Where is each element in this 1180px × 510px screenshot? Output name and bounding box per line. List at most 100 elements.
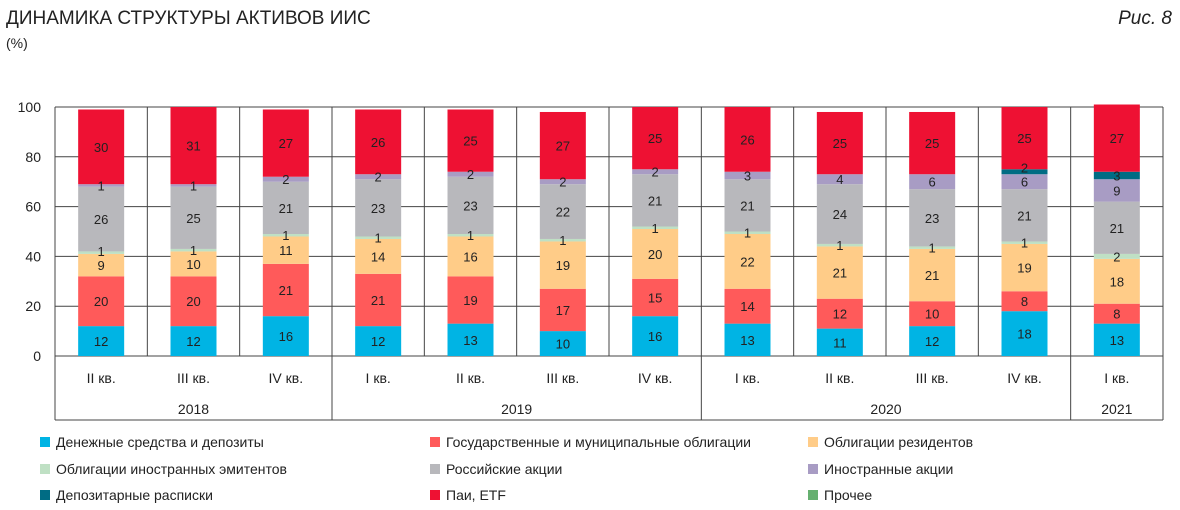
bar-segment bbox=[724, 107, 771, 172]
data-label: 16 bbox=[463, 249, 477, 264]
bar-segment bbox=[1093, 323, 1140, 356]
bar-segment bbox=[724, 288, 771, 324]
legend-item: Государственные и муниципальные облигаци… bbox=[430, 434, 751, 450]
legend-label: Иностранные акции bbox=[824, 460, 954, 477]
bar-segment bbox=[1001, 311, 1048, 356]
year-label: 2020 bbox=[870, 401, 901, 417]
legend-label: Государственные и муниципальные облигаци… bbox=[446, 434, 751, 450]
legend-item: Паи, ETF bbox=[430, 487, 506, 503]
data-label: 1 bbox=[652, 221, 659, 236]
bar-segment bbox=[447, 233, 494, 237]
bar-segment bbox=[1093, 104, 1140, 172]
bar-segment bbox=[632, 174, 679, 227]
data-label: 1 bbox=[929, 241, 936, 256]
data-label: 8 bbox=[1021, 294, 1028, 309]
bar-segment bbox=[355, 326, 402, 356]
bar-segment bbox=[170, 186, 217, 249]
data-label: 21 bbox=[279, 201, 293, 216]
year-label: 2019 bbox=[501, 401, 532, 417]
bar-segment bbox=[632, 316, 679, 356]
bar-segment bbox=[1093, 201, 1140, 254]
data-label: 21 bbox=[1110, 221, 1124, 236]
bar-segment bbox=[78, 251, 125, 254]
data-label: 1 bbox=[190, 243, 197, 258]
bar-segment bbox=[447, 176, 494, 234]
data-label: 12 bbox=[925, 334, 939, 349]
bar-segment bbox=[447, 171, 494, 177]
data-label: 13 bbox=[463, 333, 477, 348]
data-label: 25 bbox=[463, 134, 477, 149]
data-label: 10 bbox=[186, 257, 200, 272]
data-label: 1 bbox=[744, 226, 751, 241]
y-tick-label: 60 bbox=[25, 199, 41, 215]
data-label: 14 bbox=[740, 299, 754, 314]
bar-segment bbox=[170, 184, 217, 187]
legend-label: Облигации иностранных эмитентов bbox=[56, 460, 287, 477]
bar-segment bbox=[816, 174, 863, 185]
data-label: 18 bbox=[1017, 327, 1031, 342]
data-label: 3 bbox=[1113, 168, 1120, 183]
data-label: 24 bbox=[833, 207, 847, 222]
data-label: 20 bbox=[94, 294, 108, 309]
data-label: 21 bbox=[833, 266, 847, 281]
x-tick-label: IV кв. bbox=[638, 370, 673, 386]
data-label: 2 bbox=[467, 167, 474, 182]
bar-segment bbox=[539, 111, 586, 180]
y-tick-label: 40 bbox=[25, 248, 41, 264]
y-tick-label: 100 bbox=[18, 99, 42, 115]
x-tick-label: III кв. bbox=[916, 370, 949, 386]
data-label: 21 bbox=[371, 293, 385, 308]
year-label: 2021 bbox=[1101, 401, 1132, 417]
data-label: 26 bbox=[94, 212, 108, 227]
bar-segment bbox=[1001, 169, 1048, 175]
data-label: 27 bbox=[556, 139, 570, 154]
data-label: 23 bbox=[925, 211, 939, 226]
data-label: 12 bbox=[94, 334, 108, 349]
bar-segment bbox=[539, 184, 586, 239]
x-tick-label: III кв. bbox=[177, 370, 210, 386]
bar-segment bbox=[1093, 303, 1140, 324]
bar-segment bbox=[909, 246, 956, 249]
y-axis-unit: (%) bbox=[6, 35, 28, 51]
bar-segment bbox=[632, 226, 679, 230]
bar-segment bbox=[909, 301, 956, 327]
data-label: 2 bbox=[1021, 161, 1028, 176]
data-label: 2 bbox=[1113, 249, 1120, 264]
data-label: 21 bbox=[279, 283, 293, 298]
bar-segment bbox=[539, 288, 586, 332]
legend-label: Паи, ETF bbox=[446, 487, 506, 503]
bar-segment bbox=[447, 236, 494, 277]
bar-segment bbox=[1001, 189, 1048, 242]
legend-item: Облигации резидентов bbox=[808, 434, 973, 450]
legend-swatch bbox=[430, 463, 440, 474]
bar-segment bbox=[724, 323, 771, 356]
bar-segment bbox=[724, 233, 771, 289]
legend-item: Российские акции bbox=[430, 461, 562, 477]
data-label: 20 bbox=[186, 294, 200, 309]
data-label: 12 bbox=[371, 334, 385, 349]
year-label: 2018 bbox=[178, 401, 209, 417]
data-label: 17 bbox=[556, 303, 570, 318]
bar-segment bbox=[447, 323, 494, 356]
data-label: 21 bbox=[648, 193, 662, 208]
data-label: 27 bbox=[1110, 131, 1124, 146]
bar-segment bbox=[355, 238, 402, 274]
y-tick-label: 20 bbox=[25, 298, 41, 314]
data-label: 8 bbox=[1113, 307, 1120, 322]
data-label: 2 bbox=[282, 172, 289, 187]
bar-segment bbox=[539, 179, 586, 185]
data-label: 1 bbox=[375, 231, 382, 246]
bar-segment bbox=[1093, 171, 1140, 180]
chart-title: ДИНАМИКА СТРУКТУРЫ АКТИВОВ ИИС bbox=[6, 8, 371, 29]
bar-segment bbox=[78, 184, 125, 187]
legend-label: Денежные средства и депозиты bbox=[56, 434, 264, 450]
bar-segment bbox=[170, 326, 217, 356]
bar-segment bbox=[909, 174, 956, 190]
bar-segment bbox=[816, 243, 863, 247]
bar-segment bbox=[78, 186, 125, 252]
x-tick-label: III кв. bbox=[546, 370, 579, 386]
bar-segment bbox=[632, 278, 679, 317]
data-label: 2 bbox=[375, 170, 382, 185]
legend-item: Депозитарные расписки bbox=[40, 487, 213, 503]
data-label: 3 bbox=[744, 168, 751, 183]
